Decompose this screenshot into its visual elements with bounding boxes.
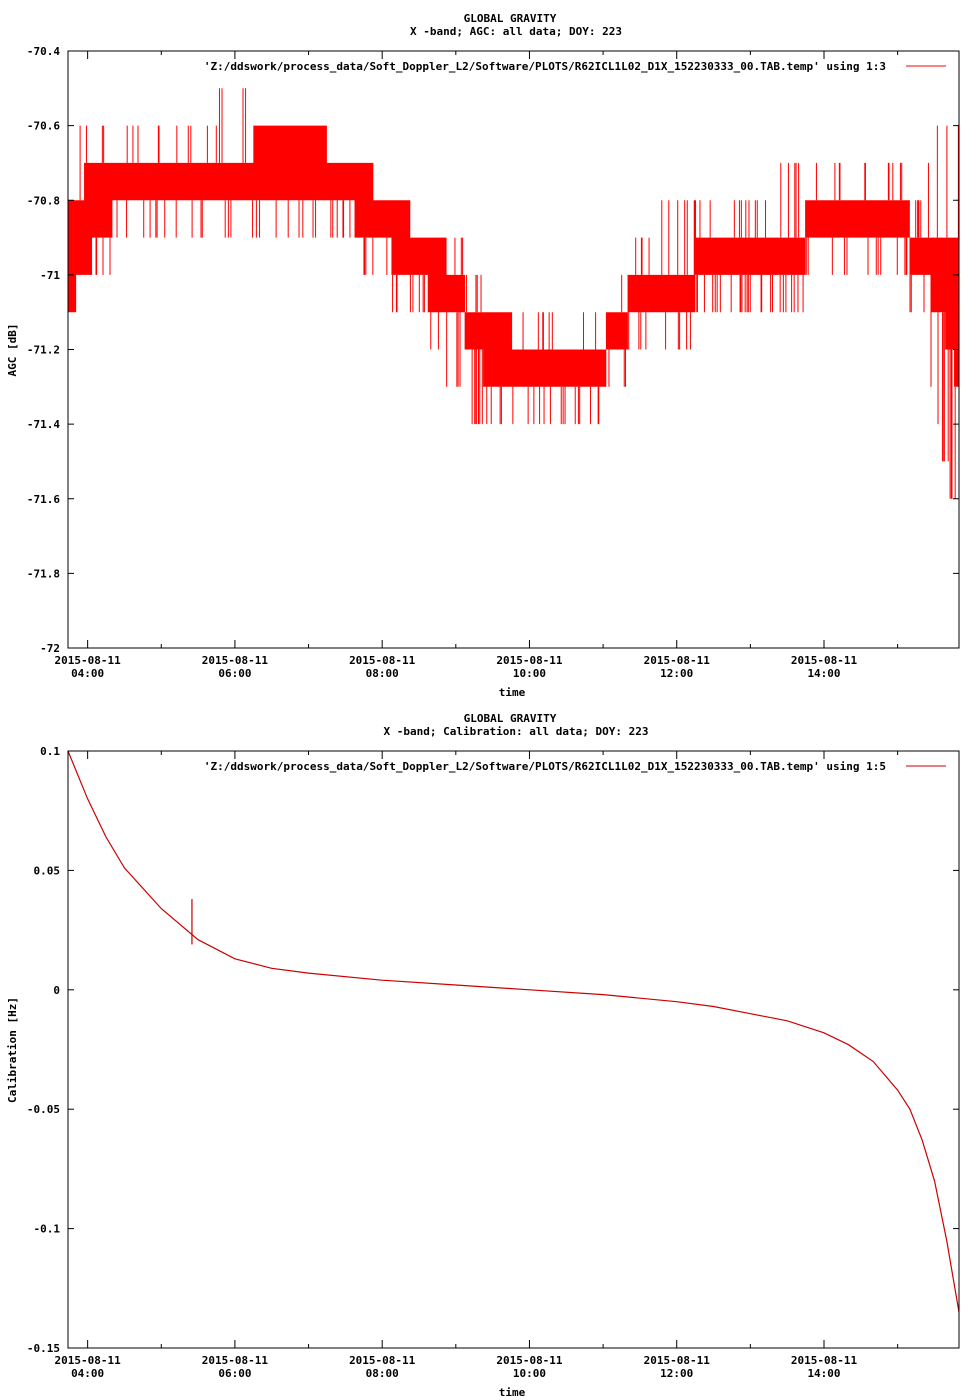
calibration-chart-subtitle: X -band; Calibration: all data; DOY: 223 — [384, 725, 649, 738]
agc-x-ticks: 2015-08-1104:002015-08-1106:002015-08-11… — [55, 51, 899, 680]
calibration-y-ticks: 0.1 0.05 0 -0.05 -0.1 -0.15 — [27, 745, 959, 1355]
agc-x-tick-date: 2015-08-11 — [644, 654, 711, 667]
calibration-x-tick-date: 2015-08-11 — [496, 1354, 563, 1367]
agc-x-tick-date: 2015-08-11 — [55, 654, 122, 667]
calibration-x-tick-time: 04:00 — [71, 1367, 104, 1380]
calibration-x-tick-time: 12:00 — [660, 1367, 693, 1380]
calibration-y-tick-label: -0.15 — [27, 1342, 60, 1355]
agc-x-tick-time: 08:00 — [366, 667, 399, 680]
agc-series-spikes — [79, 88, 959, 499]
calibration-y-tick-label: 0.05 — [34, 864, 61, 877]
agc-legend-label: 'Z:/ddswork/process_data/Soft_Doppler_L2… — [204, 60, 886, 73]
calibration-x-tick-time: 08:00 — [366, 1367, 399, 1380]
agc-y-tick-label: -71.2 — [27, 344, 60, 357]
agc-x-tick-time: 12:00 — [660, 667, 693, 680]
calibration-y-axis-label: Calibration [Hz] — [6, 997, 19, 1103]
calibration-x-tick-date: 2015-08-11 — [644, 1354, 711, 1367]
calibration-y-tick-label: -0.1 — [34, 1223, 61, 1236]
calibration-chart-title: GLOBAL GRAVITY — [464, 712, 557, 725]
agc-x-tick-date: 2015-08-11 — [202, 654, 269, 667]
agc-series — [67, 88, 960, 499]
calibration-x-tick-date: 2015-08-11 — [349, 1354, 416, 1367]
agc-x-tick-time: 14:00 — [807, 667, 840, 680]
agc-x-tick-time: 04:00 — [71, 667, 104, 680]
agc-y-tick-label: -71 — [40, 269, 60, 282]
agc-y-tick-label: -70.4 — [27, 45, 60, 58]
agc-y-tick-label: -70.6 — [27, 120, 60, 133]
calibration-x-ticks: 2015-08-1104:002015-08-1106:002015-08-11… — [55, 751, 899, 1380]
agc-series-band — [67, 125, 960, 387]
agc-x-tick-time: 10:00 — [513, 667, 546, 680]
calibration-x-tick-time: 10:00 — [513, 1367, 546, 1380]
agc-y-axis-label: AGC [dB] — [6, 324, 19, 377]
agc-y-tick-label: -71.6 — [27, 493, 60, 506]
calibration-x-tick-date: 2015-08-11 — [55, 1354, 122, 1367]
agc-y-tick-label: -72 — [40, 642, 60, 655]
calibration-legend-label: 'Z:/ddswork/process_data/Soft_Doppler_L2… — [204, 760, 886, 773]
calibration-plot-frame — [67, 750, 960, 1349]
agc-plot-frame — [67, 50, 960, 649]
calibration-x-tick-date: 2015-08-11 — [791, 1354, 858, 1367]
calibration-x-axis-label: time — [499, 1386, 526, 1399]
calibration-x-tick-time: 06:00 — [218, 1367, 251, 1380]
agc-chart-subtitle: X -band; AGC: all data; DOY: 223 — [410, 25, 622, 38]
agc-y-tick-label: -70.8 — [27, 194, 60, 207]
agc-y-tick-label: -71.4 — [27, 418, 60, 431]
calibration-chart: GLOBAL GRAVITY X -band; Calibration: all… — [6, 712, 960, 1399]
calibration-series — [67, 750, 960, 1313]
calibration-x-tick-time: 14:00 — [807, 1367, 840, 1380]
agc-x-axis-label: time — [499, 686, 526, 699]
agc-x-tick-date: 2015-08-11 — [349, 654, 416, 667]
calibration-y-tick-label: 0.1 — [40, 745, 60, 758]
agc-chart-title: GLOBAL GRAVITY — [464, 12, 557, 25]
calibration-series-line — [67, 750, 960, 1313]
agc-x-tick-time: 06:00 — [218, 667, 251, 680]
agc-y-ticks: -70.4 -70.6 -70.8 -71 -71.2 -71.4 -71.6 -71.8 -7… — [27, 45, 959, 655]
calibration-y-tick-label: -0.05 — [27, 1103, 60, 1116]
agc-x-tick-date: 2015-08-11 — [791, 654, 858, 667]
agc-x-tick-date: 2015-08-11 — [496, 654, 563, 667]
calibration-y-tick-label: 0 — [53, 984, 60, 997]
calibration-x-tick-date: 2015-08-11 — [202, 1354, 269, 1367]
agc-chart: GLOBAL GRAVITY X -band; AGC: all data; D… — [6, 12, 960, 699]
agc-y-tick-label: -71.8 — [27, 567, 60, 580]
